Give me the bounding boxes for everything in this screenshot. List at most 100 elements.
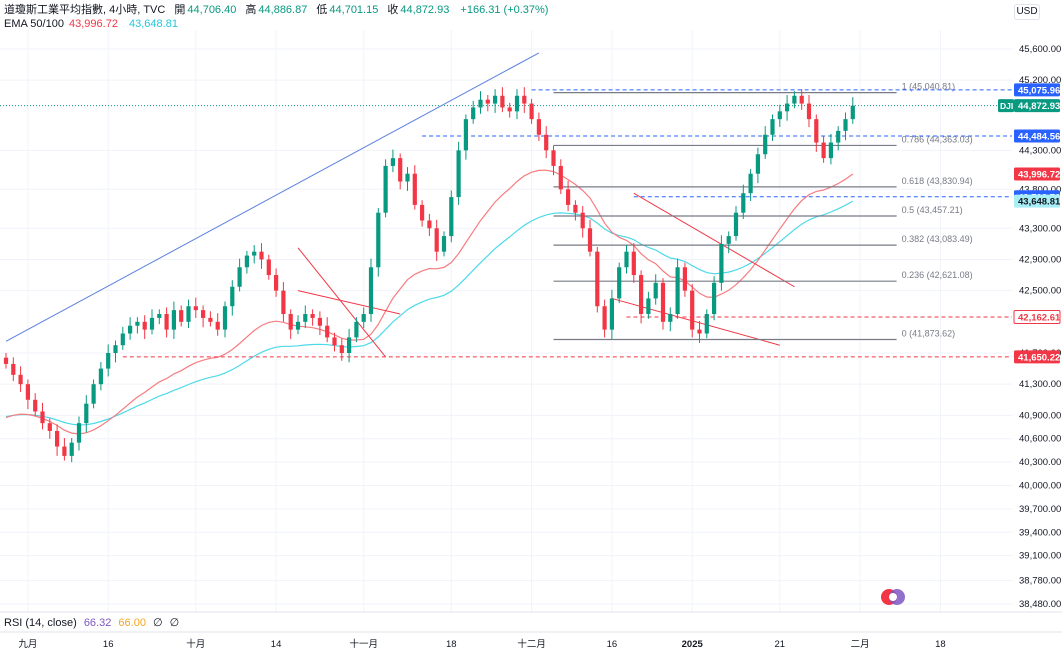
change-value: +166.31 (+0.37%) xyxy=(460,4,549,16)
candle-body xyxy=(814,119,819,143)
fib-label: 0.382 (43,083.49) xyxy=(902,234,973,244)
ema100-value: 43,648.81 xyxy=(129,18,178,30)
candle-body xyxy=(478,99,483,108)
candle-body xyxy=(777,111,782,120)
candle-body xyxy=(398,158,403,182)
high-label: 高 xyxy=(245,4,257,16)
price-label-box xyxy=(1014,129,1060,143)
close-label: 收 xyxy=(387,4,399,16)
open-label: 開 xyxy=(174,4,186,16)
rsi-label[interactable]: RSI (14, close) xyxy=(4,617,77,629)
y-tick-label: 40,000.00 xyxy=(1019,481,1061,492)
candle-body xyxy=(639,275,644,315)
candle-body xyxy=(47,423,52,431)
candle-body xyxy=(741,193,746,213)
price-label-box xyxy=(1014,167,1060,181)
candle-body xyxy=(507,107,512,112)
candle-body xyxy=(595,251,600,307)
candle-body xyxy=(653,282,658,299)
rsi-legend: RSI (14, close) 66.32 66.00 ∅ ∅ xyxy=(4,616,183,629)
x-tick-label: 十月 xyxy=(186,638,205,650)
candle-body xyxy=(25,384,30,400)
candle-body xyxy=(164,314,169,330)
price-label-box xyxy=(1014,194,1060,208)
symbol-title[interactable]: 道瓊斯工業平均指數, 4小時, TVC xyxy=(4,4,166,16)
candle-body xyxy=(368,267,374,315)
wedge-line-lower-2 xyxy=(611,297,780,346)
candle-body xyxy=(792,95,797,104)
candle-body xyxy=(668,314,673,322)
candle-body xyxy=(660,282,666,322)
candle-body xyxy=(609,298,614,330)
candle-body xyxy=(566,189,571,205)
candle-body xyxy=(3,357,9,364)
price-label: 43,648.81 xyxy=(1018,197,1061,208)
candle-body xyxy=(405,173,410,182)
y-tick-label: 40,600.00 xyxy=(1019,434,1061,445)
x-tick-label: 十一月 xyxy=(349,638,378,650)
candle-body xyxy=(514,95,520,112)
symbol-tag-box xyxy=(998,99,1014,113)
candle-body xyxy=(828,142,833,159)
candle-body xyxy=(463,119,468,151)
open-value: 44,706.40 xyxy=(187,4,237,16)
candle-body xyxy=(799,95,804,104)
fib-label: 0.786 (44,363.03) xyxy=(902,134,973,144)
candle-body xyxy=(288,314,293,330)
candle-body xyxy=(295,321,301,330)
candle-body xyxy=(120,333,125,346)
wedge-line-upper xyxy=(297,247,386,358)
rsi-value: 66.32 xyxy=(83,617,112,629)
x-tick-label: 16 xyxy=(103,639,114,650)
candle-body xyxy=(500,95,505,108)
candle-body xyxy=(427,220,432,229)
candle-body xyxy=(69,442,74,456)
candle-body xyxy=(690,290,695,330)
candle-body xyxy=(303,314,308,322)
fib-label: 0.618 (43,830.94) xyxy=(902,176,973,186)
candle-body xyxy=(376,212,381,268)
y-tick-label: 40,900.00 xyxy=(1019,410,1061,421)
candle-body xyxy=(456,150,461,198)
candle-body xyxy=(179,310,184,322)
x-tick-label: 九月 xyxy=(18,638,37,650)
candle-body xyxy=(135,321,140,326)
candle-body xyxy=(441,236,447,252)
rsi-extra-1: ∅ xyxy=(153,617,163,629)
price-label: 42,162.61 xyxy=(1018,312,1061,323)
candle-body xyxy=(40,411,45,424)
candle-body xyxy=(493,95,498,104)
candle-body xyxy=(142,321,147,330)
candle-body xyxy=(631,251,636,276)
candle-body xyxy=(91,384,96,404)
candle-body xyxy=(11,363,16,375)
candle-body xyxy=(237,267,242,287)
x-tick-label: 十二月 xyxy=(517,638,546,650)
symbol-tag: DJI xyxy=(1000,101,1013,111)
candle-body xyxy=(354,321,359,338)
ema50-line xyxy=(5,169,854,435)
candle-body xyxy=(821,142,826,159)
ema-label[interactable]: EMA 50/100 xyxy=(4,18,64,30)
x-tick-label: 18 xyxy=(935,639,946,650)
x-tick-label: 21 xyxy=(775,639,786,650)
tradingview-logo-icon xyxy=(880,588,906,606)
candle-body xyxy=(712,282,717,315)
candle-body xyxy=(18,374,23,385)
y-tick-label: 39,400.00 xyxy=(1019,527,1061,538)
price-label: 43,996.72 xyxy=(1018,169,1060,180)
candle-body xyxy=(317,317,322,326)
candle-body xyxy=(624,251,629,268)
candle-body xyxy=(84,403,89,424)
currency-button[interactable]: USD xyxy=(1014,4,1040,20)
candle-body xyxy=(361,314,366,322)
y-tick-label: 38,780.00 xyxy=(1019,576,1061,587)
candle-body xyxy=(252,251,257,256)
candle-body xyxy=(201,310,206,318)
ema50-value: 43,996.72 xyxy=(69,18,118,30)
candle-body xyxy=(485,99,490,104)
candle-body xyxy=(222,306,228,330)
wedge-line-lower xyxy=(297,290,401,315)
candle-body xyxy=(733,212,739,237)
